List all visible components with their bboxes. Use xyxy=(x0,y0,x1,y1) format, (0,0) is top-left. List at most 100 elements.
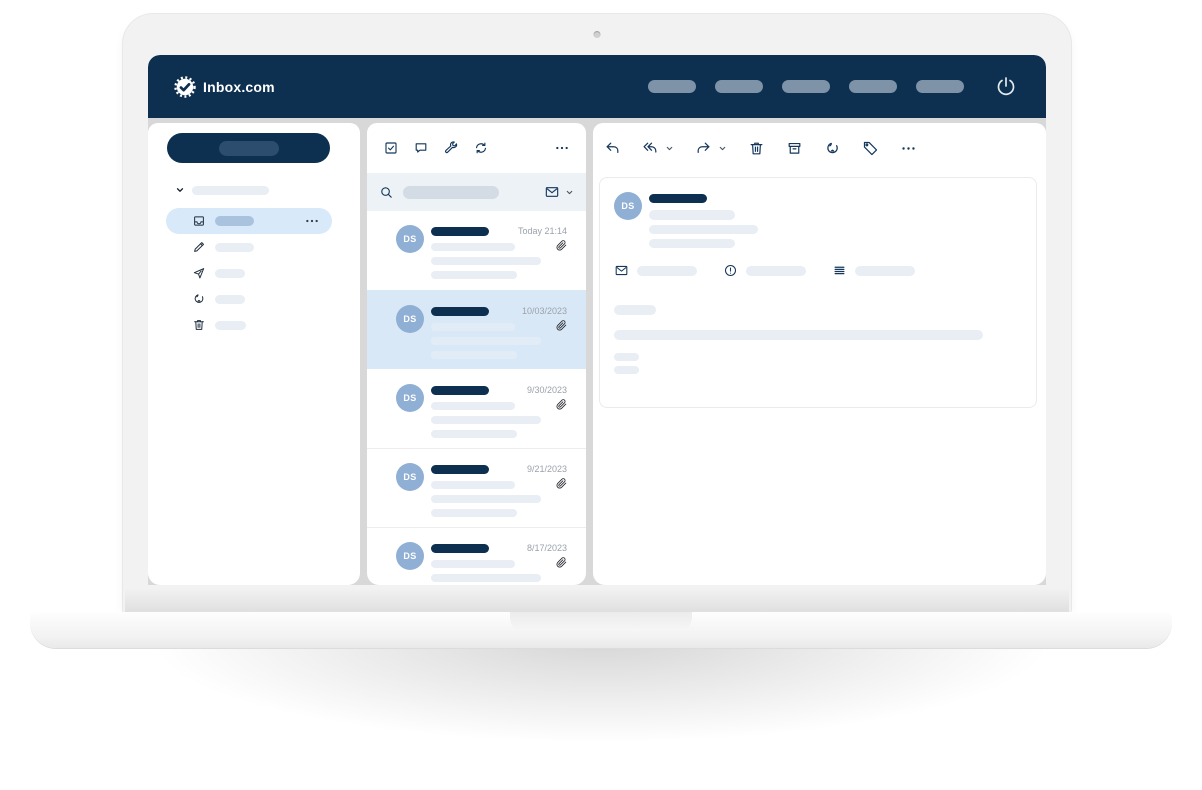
folder-label-placeholder xyxy=(215,320,246,330)
email-preview xyxy=(431,225,541,290)
search-placeholder xyxy=(403,185,499,199)
paperclip-icon xyxy=(556,478,567,489)
nav-item-placeholder-2[interactable] xyxy=(715,80,763,93)
refresh-button[interactable] xyxy=(473,140,489,156)
sender-placeholder xyxy=(431,386,489,395)
snippet-placeholder xyxy=(431,337,541,345)
reply-icon xyxy=(604,140,621,157)
trash-icon xyxy=(192,318,206,332)
meta-priority xyxy=(723,263,806,278)
message-meta-row xyxy=(614,263,1022,278)
inbox-more-button[interactable] xyxy=(304,213,320,229)
list-more-button[interactable] xyxy=(554,140,570,156)
forward-dropdown[interactable] xyxy=(718,144,727,153)
laptop-base xyxy=(30,612,1172,648)
reply-button[interactable] xyxy=(604,140,621,157)
snippet-placeholder xyxy=(431,430,517,438)
archive-button[interactable] xyxy=(786,140,803,157)
more-icon xyxy=(900,140,917,157)
reply-all-button[interactable] xyxy=(642,140,659,157)
avatar: DS xyxy=(396,384,424,412)
recipient-placeholder xyxy=(649,210,735,220)
folder-list xyxy=(148,208,360,338)
email-meta: 10/03/2023 xyxy=(522,306,567,331)
email-date: 10/03/2023 xyxy=(521,306,567,316)
snippet-placeholder xyxy=(431,257,541,265)
sidebar-item-inbox[interactable] xyxy=(166,208,332,234)
email-list-pane: DS Today 21:14 xyxy=(367,123,586,585)
chat-icon xyxy=(413,140,429,156)
nav-item-placeholder-4[interactable] xyxy=(849,80,897,93)
email-list-item[interactable]: DS Today 21:14 xyxy=(367,211,586,290)
mail-filter-icon xyxy=(544,184,560,200)
select-all-button[interactable] xyxy=(383,140,399,156)
reader-more-button[interactable] xyxy=(900,140,917,157)
email-preview xyxy=(431,384,541,448)
subject-placeholder xyxy=(431,481,515,489)
nav-item-placeholder-1[interactable] xyxy=(648,80,696,93)
sender-placeholder xyxy=(649,194,707,203)
email-date: Today 21:14 xyxy=(517,226,567,236)
email-preview xyxy=(431,463,541,527)
folder-label-placeholder xyxy=(215,216,254,226)
reading-pane: DS xyxy=(593,123,1046,585)
mail-filter-dropdown[interactable] xyxy=(544,184,574,200)
email-list-item[interactable]: DS 9/21/2023 xyxy=(367,448,586,527)
meta-placeholder xyxy=(855,265,915,276)
folder-label-placeholder xyxy=(215,268,245,278)
sidebar-item-trash[interactable] xyxy=(148,312,360,338)
email-meta: 9/21/2023 xyxy=(527,464,567,489)
spam-button[interactable] xyxy=(824,140,841,157)
fire-icon xyxy=(192,292,206,306)
avatar: DS xyxy=(614,192,642,220)
laptop-floor-shadow xyxy=(0,640,1202,790)
forward-button[interactable] xyxy=(695,140,712,157)
paperclip-icon xyxy=(556,557,567,568)
reader-toolbar xyxy=(593,123,1046,173)
email-list-item[interactable]: DS 8/17/2023 xyxy=(367,527,586,585)
sender-placeholder xyxy=(431,227,489,236)
sidebar-item-drafts[interactable] xyxy=(148,234,360,260)
snippet-placeholder xyxy=(431,416,541,424)
body-line-placeholder xyxy=(614,330,983,340)
search-bar[interactable] xyxy=(367,173,586,211)
email-meta: 9/30/2023 xyxy=(527,385,567,410)
delete-button[interactable] xyxy=(748,140,765,157)
folder-label-placeholder xyxy=(215,294,245,304)
sender-placeholder xyxy=(431,544,489,553)
sidebar-item-sent[interactable] xyxy=(148,260,360,286)
sender-placeholder xyxy=(431,465,489,474)
account-expander[interactable] xyxy=(175,185,360,195)
more-icon xyxy=(304,213,320,229)
folder-sidebar xyxy=(148,123,360,585)
email-preview xyxy=(431,542,541,585)
nav-item-placeholder-3[interactable] xyxy=(782,80,830,93)
main-content: DS Today 21:14 xyxy=(148,123,1046,585)
email-date: 9/21/2023 xyxy=(526,464,567,474)
paperclip-icon xyxy=(556,399,567,410)
avatar: DS xyxy=(396,305,424,333)
reply-all-dropdown[interactable] xyxy=(665,144,674,153)
email-list: DS Today 21:14 xyxy=(367,211,586,585)
top-navbar: Inbox.com xyxy=(148,55,1046,118)
email-list-item[interactable]: DS 9/30/2023 xyxy=(367,369,586,448)
fire-icon xyxy=(824,140,841,157)
settings-button[interactable] xyxy=(443,140,459,156)
sidebar-item-spam[interactable] xyxy=(148,286,360,312)
brand[interactable]: Inbox.com xyxy=(174,76,275,98)
chat-button[interactable] xyxy=(413,140,429,156)
date-placeholder xyxy=(649,239,735,248)
list-toolbar xyxy=(367,123,586,173)
nav-item-placeholder-5[interactable] xyxy=(916,80,964,93)
meta-mail xyxy=(614,263,697,278)
power-logout-button[interactable] xyxy=(994,74,1020,100)
trash-icon xyxy=(748,140,765,157)
label-button[interactable] xyxy=(862,140,879,157)
compose-button[interactable] xyxy=(167,133,330,163)
folder-label-placeholder xyxy=(215,242,254,252)
email-preview xyxy=(431,305,541,369)
select-all-checkbox-icon xyxy=(383,140,399,156)
meta-placeholder xyxy=(746,265,806,276)
email-list-item-selected[interactable]: DS 10/03/2023 xyxy=(367,290,586,369)
